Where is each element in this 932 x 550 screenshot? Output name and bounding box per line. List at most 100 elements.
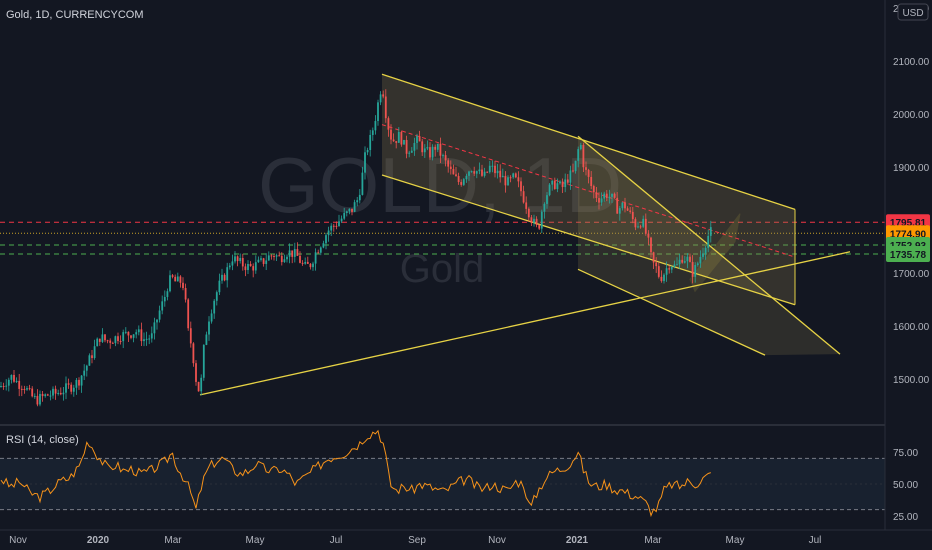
candle-body: [395, 141, 398, 143]
candle-body: [44, 394, 47, 397]
candle-body: [403, 139, 405, 145]
candle-body: [304, 261, 307, 264]
candle-body: [306, 261, 309, 264]
candle-body: [618, 208, 621, 214]
price-level-label: 1795.81: [890, 218, 927, 229]
candle-body: [408, 152, 411, 154]
channel-top-line: [381, 73, 796, 211]
candle-body: [338, 221, 340, 227]
candle-body: [413, 142, 416, 151]
candle-body: [101, 334, 104, 342]
candle-body: [7, 379, 10, 386]
candle-body: [65, 383, 67, 393]
candle-body: [226, 267, 229, 281]
candle-body: [462, 179, 465, 185]
candle-body: [340, 218, 343, 222]
price-tick-label: 1500.00: [893, 375, 930, 386]
rsi-band: [0, 457, 885, 511]
channel-bottom-line: [381, 174, 796, 306]
candle-body: [169, 275, 171, 292]
candle-body: [621, 202, 624, 209]
candle-body: [673, 264, 676, 267]
candle-body: [130, 335, 132, 338]
price-level-label: 1735.78: [890, 250, 927, 261]
candle-body: [371, 130, 374, 135]
candle-body: [530, 217, 533, 223]
candle-body: [559, 181, 561, 184]
candle-body: [397, 131, 400, 143]
time-tick-label: Mar: [164, 535, 182, 546]
candle-body: [70, 384, 73, 392]
candle-body: [639, 226, 642, 228]
time-tick-label: 2021: [566, 535, 589, 546]
candle-body: [140, 329, 143, 342]
candle-body: [540, 211, 543, 229]
candle-body: [642, 218, 645, 227]
candle-body: [13, 374, 15, 382]
candle-body: [23, 389, 26, 391]
candle-body: [543, 203, 546, 212]
candle-body: [683, 261, 686, 263]
candle-body: [260, 258, 262, 260]
candle-body: [231, 261, 234, 266]
candle-body: [582, 144, 585, 168]
candle-body: [280, 255, 283, 263]
candle-body: [624, 202, 626, 209]
candle-body: [135, 332, 138, 335]
time-axis[interactable]: Nov 2020 Mar May Jul Sep Nov 2021 Mar May Jul: [9, 535, 821, 546]
candle-body: [520, 181, 522, 192]
candle-body: [31, 388, 34, 397]
time-tick-label: May: [726, 535, 745, 546]
rsi-path: [0, 429, 711, 518]
candle-body: [699, 256, 702, 264]
candle-body: [465, 175, 468, 180]
candle-body: [189, 328, 192, 344]
candle-body: [702, 253, 704, 257]
candle-body: [384, 96, 387, 119]
candle-body: [197, 381, 200, 392]
candle-body: [522, 191, 525, 203]
candle-body: [647, 233, 650, 238]
candle-body: [327, 230, 330, 236]
candle-body: [494, 165, 496, 174]
candle-body: [317, 252, 320, 254]
candle-body: [80, 375, 83, 386]
candle-body: [707, 235, 710, 248]
candle-body: [309, 263, 312, 268]
candle-body: [85, 365, 88, 371]
time-tick-label: 2020: [87, 535, 110, 546]
candle-body: [650, 237, 652, 253]
candle-body: [585, 167, 587, 170]
candle-body: [111, 342, 114, 344]
candle-body: [117, 336, 119, 342]
candle-body: [416, 136, 418, 143]
candle-body: [88, 355, 91, 366]
candle-body: [525, 202, 528, 209]
candle-body: [179, 276, 182, 283]
currency-badge[interactable]: [897, 3, 929, 21]
candle-body: [283, 259, 286, 263]
candle-body: [468, 171, 470, 176]
candle-body: [127, 331, 130, 336]
candle-body: [569, 170, 572, 183]
candle-body: [330, 225, 333, 231]
candle-body: [423, 148, 426, 153]
candle-body: [265, 260, 268, 264]
candle-body: [473, 171, 476, 174]
candle-body: [213, 300, 216, 314]
candle-body: [49, 395, 52, 397]
candle-body: [668, 268, 671, 270]
candle-body: [603, 193, 606, 199]
candle-body: [694, 264, 697, 277]
pitchfork-bottom-line: [577, 268, 766, 356]
candle-body: [400, 131, 403, 145]
candle-body: [228, 265, 231, 268]
candle-body: [72, 387, 75, 392]
rsi-title[interactable]: RSI (14, close): [6, 434, 79, 446]
candle-body: [223, 274, 226, 281]
symbol-title[interactable]: Gold, 1D, CURRENCYCOM: [6, 9, 144, 21]
candle-body: [447, 160, 450, 167]
candle-body: [234, 256, 236, 262]
candle-body: [192, 343, 195, 364]
